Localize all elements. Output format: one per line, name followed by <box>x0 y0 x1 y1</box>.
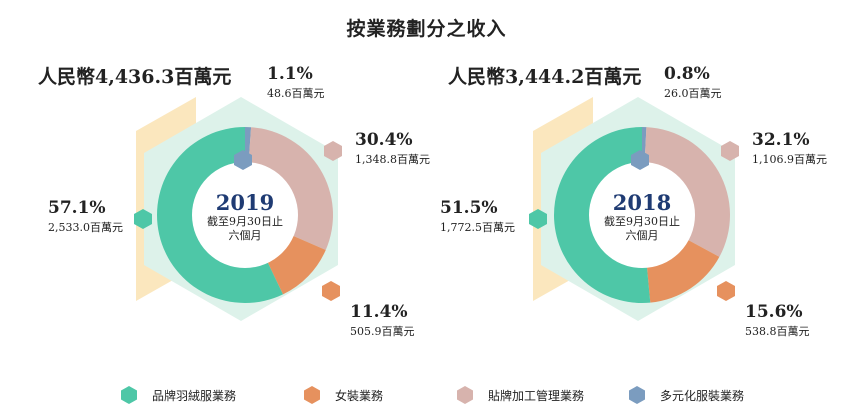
label-diversified: 1.1% 48.6百萬元 <box>267 64 325 101</box>
legend-item-oem: 貼牌加工管理業務 <box>456 380 584 410</box>
percent-label: 11.4% <box>350 302 408 322</box>
period-label-line2: 六個月 <box>228 229 262 242</box>
label-oem: 30.4% 1,348.8百萬元 <box>355 130 430 167</box>
hex-marker-oem <box>721 141 739 161</box>
amount-label: 1,106.9百萬元 <box>752 153 827 166</box>
total-revenue-label: 人民幣3,444.2百萬元 <box>448 66 642 88</box>
hexagon-swatch-icon <box>304 386 320 404</box>
legend-item-womens: 女裝業務 <box>303 380 383 410</box>
donut-chart-2018: 人民幣3,444.2百萬元 0.8% 26.0百萬元 32.1% 1,106.9… <box>410 50 830 360</box>
label-oem: 32.1% 1,106.9百萬元 <box>752 130 827 167</box>
donut-chart-2019: 人民幣4,436.3百萬元 1.1% 48.6百萬元 30.4% 1,348.8… <box>0 50 430 360</box>
amount-label: 48.6百萬元 <box>267 87 325 100</box>
percent-label: 0.8% <box>664 64 710 84</box>
label-branded: 57.1% 2,533.0百萬元 <box>48 198 123 235</box>
percent-label: 30.4% <box>355 130 413 150</box>
donut-center-label: 2018 截至9月30日止 六個月 <box>587 190 697 243</box>
hex-marker-womens <box>322 281 340 301</box>
amount-label: 538.8百萬元 <box>745 325 810 338</box>
legend-label: 品牌羽絨服業務 <box>152 388 237 403</box>
hex-marker-diversified <box>631 150 649 170</box>
label-womens: 11.4% 505.9百萬元 <box>350 302 415 339</box>
label-diversified: 0.8% 26.0百萬元 <box>664 64 722 101</box>
hexagon-swatch-icon <box>457 386 473 404</box>
donut-hole <box>589 162 695 268</box>
legend-item-branded: 品牌羽絨服業務 <box>120 380 236 410</box>
amount-label: 505.9百萬元 <box>350 325 415 338</box>
amount-label: 2,533.0百萬元 <box>48 221 123 234</box>
percent-label: 32.1% <box>752 130 810 150</box>
year-label: 2018 <box>612 190 672 215</box>
amount-label: 1,772.5百萬元 <box>440 221 515 234</box>
donut-center-label: 2019 截至9月30日止 六個月 <box>190 190 300 243</box>
total-revenue-label: 人民幣4,436.3百萬元 <box>38 66 232 88</box>
swatch-shape <box>121 386 137 404</box>
percent-label: 1.1% <box>267 64 313 84</box>
percent-label: 15.6% <box>745 302 803 322</box>
amount-label: 26.0百萬元 <box>664 87 722 100</box>
amount-label: 1,348.8百萬元 <box>355 153 430 166</box>
legend-label: 多元化服裝業務 <box>660 388 745 403</box>
hex-marker-branded <box>529 209 547 229</box>
donut-hole <box>192 162 298 268</box>
legend: 品牌羽絨服業務 女裝業務 貼牌加工管理業務 多元化服裝業務 <box>0 380 853 410</box>
chart-svg <box>134 97 342 321</box>
percent-label: 57.1% <box>48 198 106 218</box>
hex-marker-branded <box>134 209 152 229</box>
chart-svg <box>529 97 739 321</box>
legend-label: 女裝業務 <box>335 388 384 403</box>
swatch-shape <box>457 386 473 404</box>
label-branded: 51.5% 1,772.5百萬元 <box>440 198 515 235</box>
period-label-line1: 截至9月30日止 <box>604 215 680 228</box>
hex-marker-diversified <box>234 150 252 170</box>
swatch-shape <box>629 386 645 404</box>
legend-item-diversified: 多元化服裝業務 <box>628 380 744 410</box>
hex-marker-oem <box>324 141 342 161</box>
label-womens: 15.6% 538.8百萬元 <box>745 302 810 339</box>
legend-label: 貼牌加工管理業務 <box>488 388 585 403</box>
percent-label: 51.5% <box>440 198 498 218</box>
hex-marker-womens <box>717 281 735 301</box>
hexagon-swatch-icon <box>629 386 645 404</box>
chart-title: 按業務劃分之收入 <box>346 18 507 40</box>
swatch-shape <box>304 386 320 404</box>
period-label-line2: 六個月 <box>625 229 659 242</box>
hexagon-swatch-icon <box>121 386 137 404</box>
period-label-line1: 截至9月30日止 <box>207 215 283 228</box>
year-label: 2019 <box>215 190 275 215</box>
